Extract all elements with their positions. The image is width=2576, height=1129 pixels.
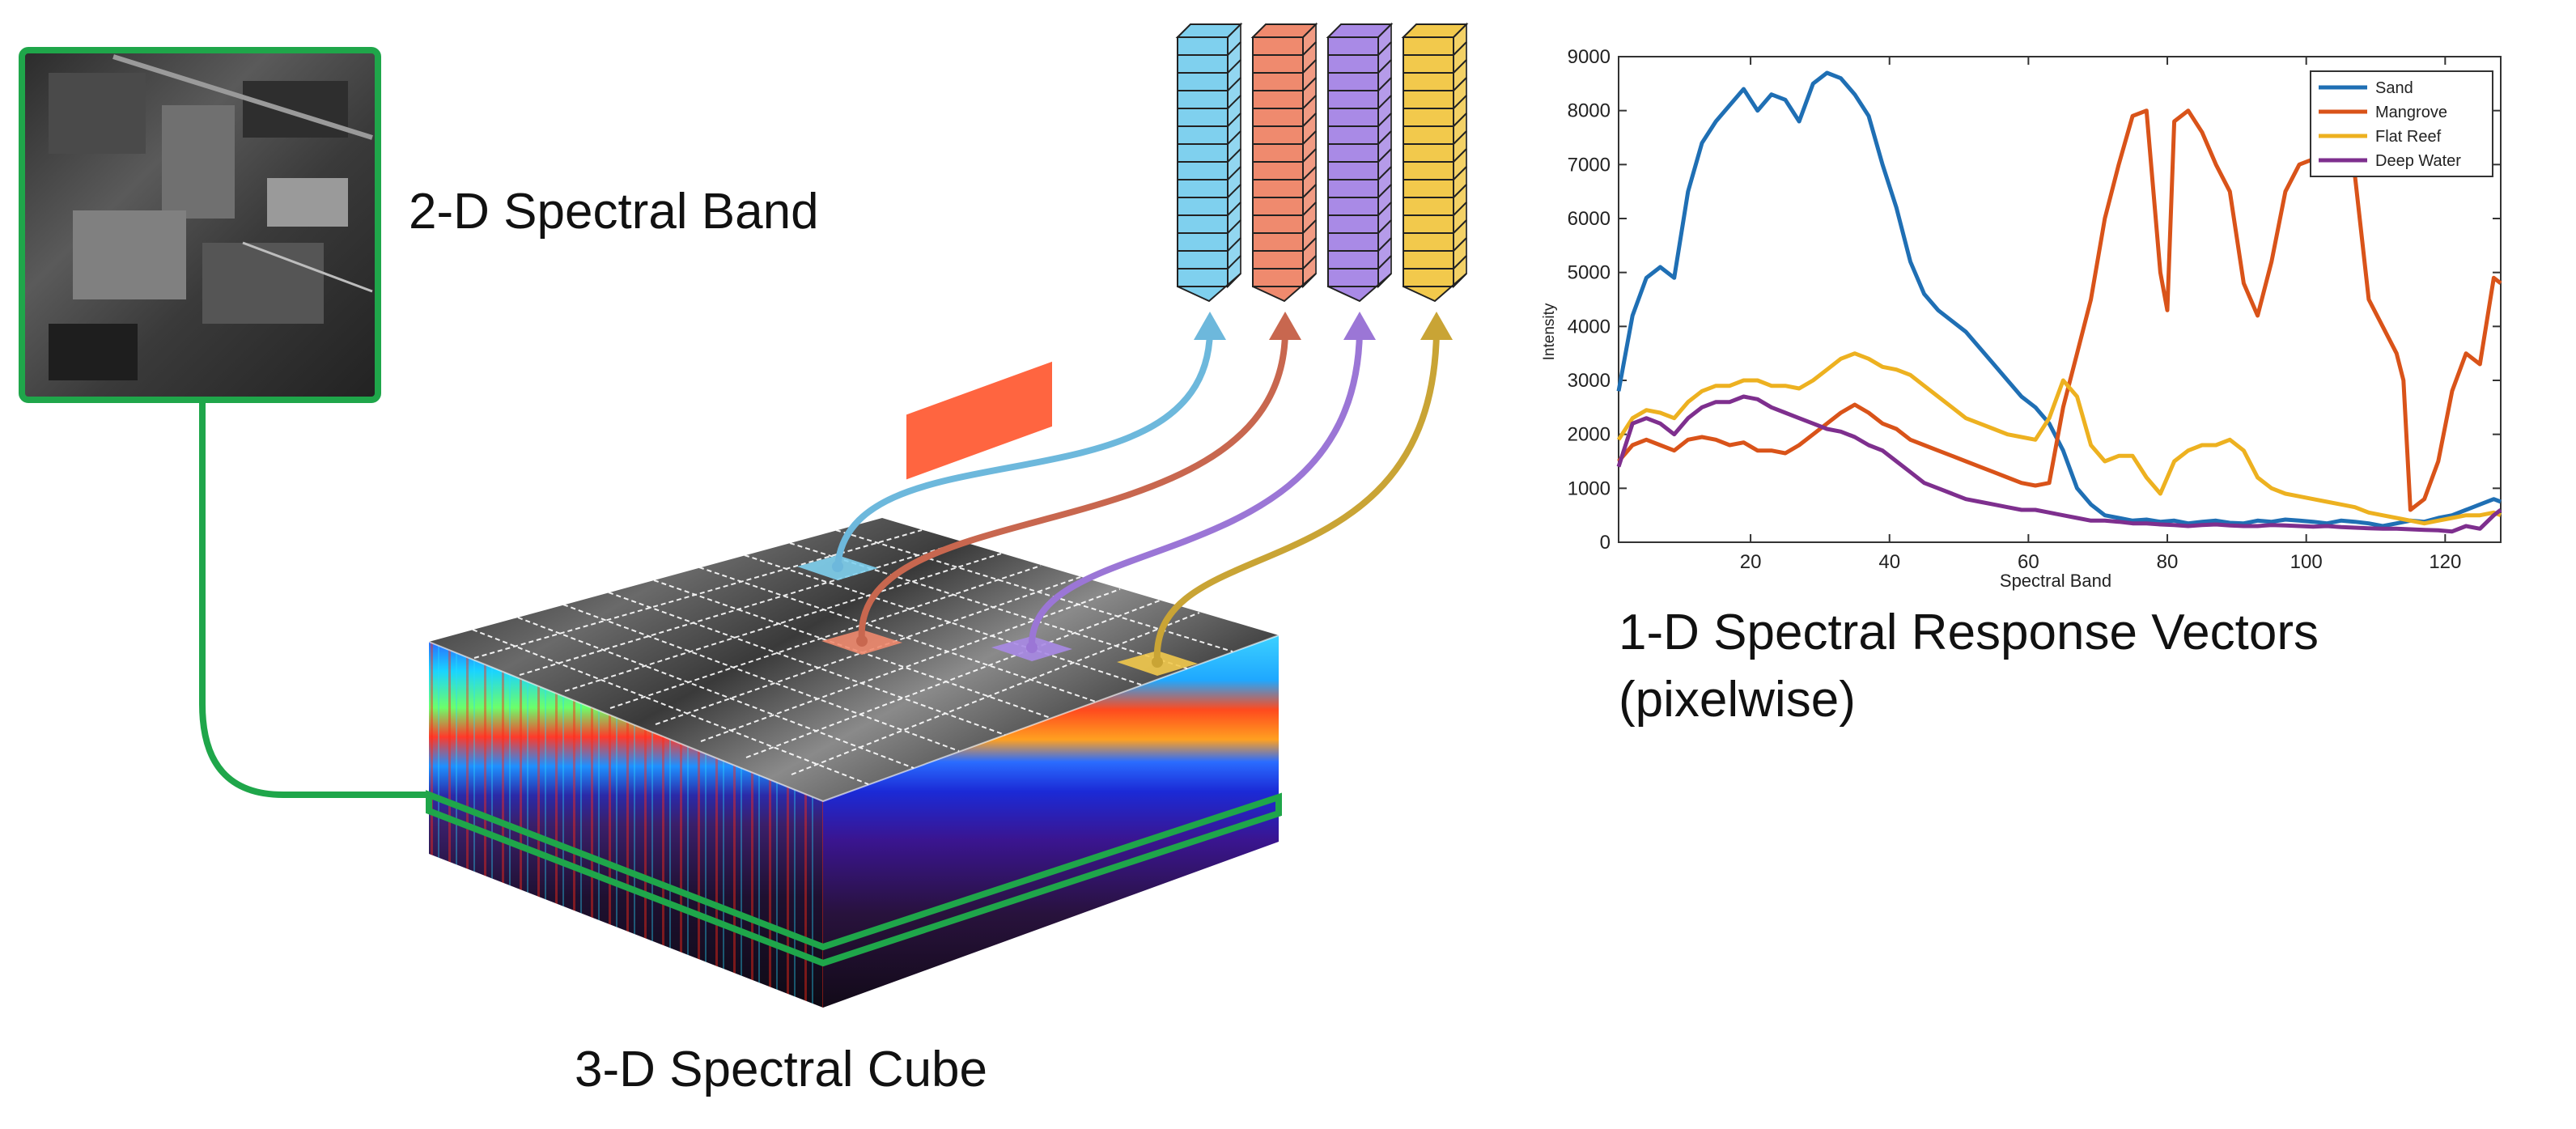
y-tick-label: 6000	[1568, 208, 1611, 230]
purple-vector	[1326, 22, 1394, 303]
x-tick-label: 60	[2018, 551, 2039, 573]
response-vectors-label: 1-D Spectral Response Vectors	[1619, 605, 2319, 660]
red-vector	[1250, 22, 1318, 303]
y-tick-label: 0	[1600, 532, 1611, 554]
band-slice-outline	[426, 790, 1282, 967]
chart-axes: 0 1000 2000 3000 4000 5000 6000 7000 8000 9000 20 4…	[1568, 46, 2501, 573]
spectral-response-chart: 0 1000 2000 3000 4000 5000 6000 7000 8000 9000 20 4…	[1541, 46, 2502, 591]
arrow-red	[858, 331, 1288, 642]
legend-entry: Flat Reef	[2375, 128, 2442, 146]
y-axis-label: Intensity	[1541, 303, 1558, 360]
series-line-mangrove	[1617, 108, 2502, 512]
arrow-purple	[1028, 331, 1363, 648]
y-tick-label: 3000	[1568, 370, 1611, 392]
cube-top-grid	[472, 529, 1233, 785]
y-tick-label: 9000	[1568, 46, 1611, 68]
y-tick-label: 8000	[1568, 100, 1611, 122]
y-tick-label: 2000	[1568, 424, 1611, 446]
x-tick-label: 120	[2429, 551, 2461, 573]
legend-entry: Sand	[2375, 79, 2413, 97]
y-tick-label: 5000	[1568, 262, 1611, 284]
spectral-vectors	[1175, 22, 1469, 303]
chart-series-lines	[1616, 70, 2502, 534]
arrow-blue	[834, 331, 1213, 567]
x-tick-label: 40	[1878, 551, 1900, 573]
y-tick-label: 1000	[1568, 477, 1611, 499]
yellow-vector	[1401, 22, 1469, 303]
blue-vector	[1175, 22, 1243, 303]
series-line-flat-reef	[1616, 351, 2502, 526]
x-axis-label: Spectral Band	[2000, 571, 2111, 591]
legend-entry: Deep Water	[2375, 152, 2461, 170]
x-tick-label: 20	[1740, 551, 1762, 573]
x-tick-label: 80	[2157, 551, 2179, 573]
spectral-band-label: 2-D Spectral Band	[409, 184, 819, 240]
response-vectors-sublabel: (pixelwise)	[1619, 672, 1856, 728]
arrow-yellow	[1153, 331, 1440, 663]
legend-entry: Mangrove	[2375, 104, 2447, 121]
chart-legend: Sand Mangrove Flat Reef Deep Water	[2310, 70, 2493, 177]
y-tick-label: 4000	[1568, 316, 1611, 337]
spectral-band-image	[19, 47, 381, 403]
x-tick-label: 100	[2290, 551, 2323, 573]
arrow-heads	[1194, 312, 1453, 340]
spectral-cube-label: 3-D Spectral Cube	[575, 1042, 988, 1097]
y-tick-label: 7000	[1568, 154, 1611, 176]
pixel-arrows	[834, 331, 1440, 663]
series-line-deep-water	[1616, 394, 2502, 534]
series-line-sand	[1616, 70, 2502, 528]
band-to-cube-connector	[199, 400, 429, 798]
spectral-cube	[426, 361, 1282, 1008]
